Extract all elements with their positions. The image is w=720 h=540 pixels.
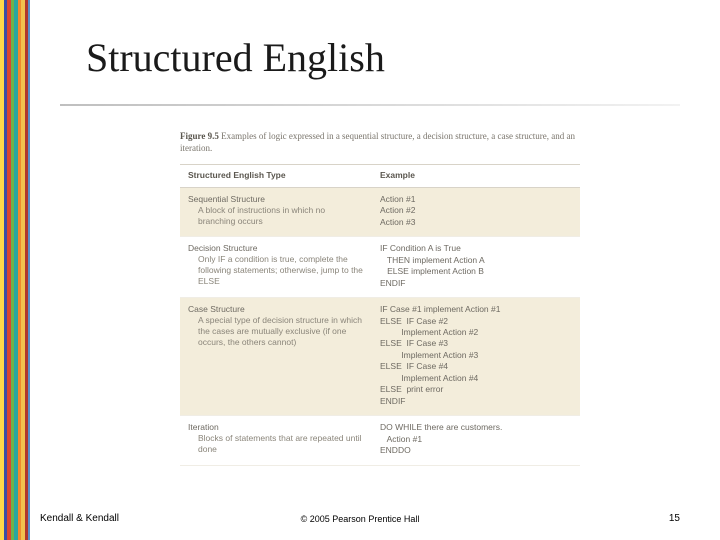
cell-example: Action #1 Action #2 Action #3 <box>372 188 580 236</box>
footer-page-number: 15 <box>669 513 680 524</box>
table-body: Sequential StructureA block of instructi… <box>180 188 580 466</box>
cell-example: IF Condition A is True THEN implement Ac… <box>372 237 580 297</box>
table-row: Sequential StructureA block of instructi… <box>180 188 580 237</box>
cell-type: Case StructureA special type of decision… <box>180 298 372 415</box>
type-name: Sequential Structure <box>188 194 364 204</box>
cell-type: IterationBlocks of statements that are r… <box>180 416 372 464</box>
cell-type: Decision StructureOnly IF a condition is… <box>180 237 372 297</box>
type-name: Iteration <box>188 422 364 432</box>
figure-caption-text: Examples of logic expressed in a sequent… <box>180 131 575 153</box>
cell-type: Sequential StructureA block of instructi… <box>180 188 372 236</box>
figure-caption: Figure 9.5 Examples of logic expressed i… <box>180 130 580 154</box>
figure: Figure 9.5 Examples of logic expressed i… <box>180 130 580 466</box>
type-description: A special type of decision structure in … <box>188 315 364 348</box>
cell-example: DO WHILE there are customers. Action #1 … <box>372 416 580 464</box>
slide: Structured English Figure 9.5 Examples o… <box>0 0 720 540</box>
footer-copyright: © 2005 Pearson Prentice Hall <box>0 514 720 524</box>
type-name: Case Structure <box>188 304 364 314</box>
cell-example: IF Case #1 implement Action #1 ELSE IF C… <box>372 298 580 415</box>
title-underline <box>60 104 680 106</box>
type-description: Blocks of statements that are repeated u… <box>188 433 364 455</box>
table-header: Structured English Type Example <box>180 164 580 187</box>
type-description: Only IF a condition is true, complete th… <box>188 254 364 287</box>
type-name: Decision Structure <box>188 243 364 253</box>
side-stripe <box>0 0 30 540</box>
table-row: Case StructureA special type of decision… <box>180 298 580 416</box>
structured-english-table: Structured English Type Example Sequenti… <box>180 164 580 465</box>
page-title: Structured English <box>86 34 385 81</box>
col-header-example: Example <box>372 165 580 186</box>
figure-label: Figure 9.5 <box>180 131 219 141</box>
stripe <box>28 0 30 540</box>
type-description: A block of instructions in which no bran… <box>188 205 364 227</box>
table-row: Decision StructureOnly IF a condition is… <box>180 237 580 298</box>
col-header-type: Structured English Type <box>180 165 372 186</box>
table-row: IterationBlocks of statements that are r… <box>180 416 580 465</box>
